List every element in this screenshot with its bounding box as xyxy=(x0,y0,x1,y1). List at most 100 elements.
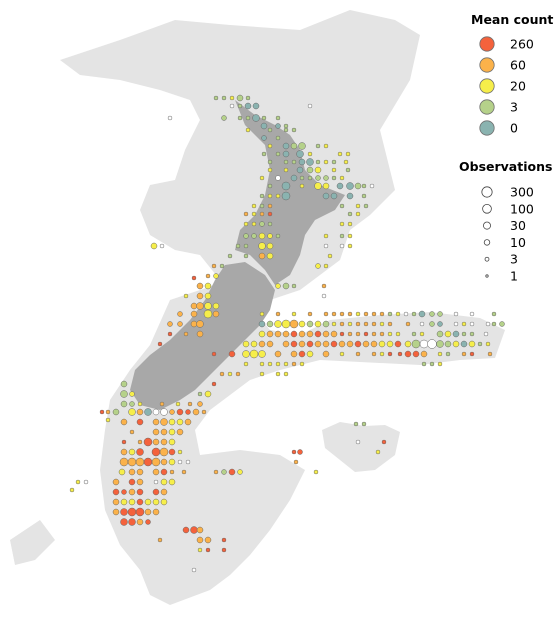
observation-marker xyxy=(283,361,289,367)
observation-marker xyxy=(196,282,204,290)
observation-marker xyxy=(387,351,393,357)
observation-marker xyxy=(291,283,297,289)
observation-marker xyxy=(339,203,345,209)
observation-marker xyxy=(219,371,225,377)
observation-marker xyxy=(120,508,128,516)
observation-marker xyxy=(306,330,314,338)
observation-marker xyxy=(105,417,111,423)
observation-marker xyxy=(136,418,144,426)
observation-marker xyxy=(168,418,176,426)
observation-marker xyxy=(152,488,160,496)
observation-marker xyxy=(411,311,417,317)
observation-marker xyxy=(259,203,265,209)
observation-marker xyxy=(291,311,297,317)
observation-marker xyxy=(355,211,361,217)
observation-marker xyxy=(152,498,160,506)
observation-marker xyxy=(258,242,266,250)
observation-marker xyxy=(297,449,303,455)
observation-marker xyxy=(190,320,198,328)
observation-marker xyxy=(237,469,243,475)
observation-marker xyxy=(136,468,144,476)
observation-marker xyxy=(339,233,345,239)
observation-marker xyxy=(437,361,443,367)
observation-marker xyxy=(245,127,251,133)
observation-marker xyxy=(355,203,361,209)
legend-mean-count-label: 60 xyxy=(510,58,526,73)
observation-marker xyxy=(221,95,227,101)
observation-marker xyxy=(306,158,314,166)
observation-marker xyxy=(379,321,385,327)
observation-marker xyxy=(306,350,314,358)
observation-marker xyxy=(119,457,129,467)
observation-marker xyxy=(135,507,145,517)
observation-marker xyxy=(259,371,265,377)
observation-marker xyxy=(266,242,274,250)
observation-marker xyxy=(322,350,330,358)
observation-marker xyxy=(361,421,367,427)
observation-marker xyxy=(291,361,297,367)
observation-marker xyxy=(242,340,250,348)
observation-marker xyxy=(363,321,369,327)
observation-marker xyxy=(299,361,305,367)
observation-marker xyxy=(258,320,266,328)
observation-marker xyxy=(144,508,152,516)
observation-marker xyxy=(152,418,160,426)
observation-marker xyxy=(330,192,338,200)
observation-marker xyxy=(191,567,197,573)
observation-marker xyxy=(205,547,211,553)
observation-marker xyxy=(267,183,273,189)
observation-marker xyxy=(258,252,266,260)
observation-marker xyxy=(354,340,362,348)
observation-marker xyxy=(160,468,168,476)
observation-marker xyxy=(331,311,337,317)
observation-marker xyxy=(185,409,191,415)
observation-marker xyxy=(267,159,273,165)
observation-marker xyxy=(105,409,111,415)
observation-marker xyxy=(437,321,443,327)
observation-marker xyxy=(243,233,249,239)
legend-observations-swatch xyxy=(483,239,491,246)
observation-marker xyxy=(419,321,425,327)
observation-marker xyxy=(159,401,165,407)
observation-marker xyxy=(347,211,353,217)
observation-marker xyxy=(291,159,297,165)
observation-marker xyxy=(197,391,203,397)
observation-marker xyxy=(128,518,136,526)
observation-marker xyxy=(338,340,346,348)
observation-marker xyxy=(197,401,203,407)
legend-mean-count-swatch xyxy=(479,99,495,115)
observation-marker xyxy=(485,321,491,327)
observation-marker xyxy=(213,95,219,101)
observation-marker xyxy=(282,330,290,338)
observation-marker xyxy=(453,321,459,327)
legend-observations-swatch xyxy=(482,204,492,214)
observation-marker xyxy=(266,252,274,260)
observation-marker xyxy=(192,408,200,416)
observation-marker xyxy=(321,293,327,299)
observation-marker xyxy=(267,221,273,227)
observation-marker xyxy=(129,401,135,407)
observation-marker xyxy=(168,428,176,436)
observation-marker xyxy=(298,350,306,358)
observation-marker xyxy=(275,115,281,121)
observation-marker xyxy=(306,340,314,348)
observation-marker xyxy=(347,331,353,337)
observation-marker xyxy=(291,127,297,133)
observation-marker xyxy=(144,498,152,506)
observation-marker xyxy=(275,283,281,289)
observation-marker xyxy=(347,221,353,227)
observation-marker xyxy=(487,351,493,357)
observation-marker xyxy=(190,310,198,318)
observation-marker xyxy=(345,151,351,157)
observation-marker xyxy=(190,302,198,310)
observation-marker xyxy=(477,341,483,347)
observation-marker xyxy=(306,166,314,174)
observation-marker xyxy=(152,408,160,416)
observation-marker xyxy=(259,361,265,367)
observation-marker xyxy=(281,191,291,201)
observation-marker xyxy=(120,400,128,408)
observation-marker xyxy=(355,439,361,445)
observation-marker xyxy=(298,330,306,338)
observation-marker xyxy=(339,243,345,249)
